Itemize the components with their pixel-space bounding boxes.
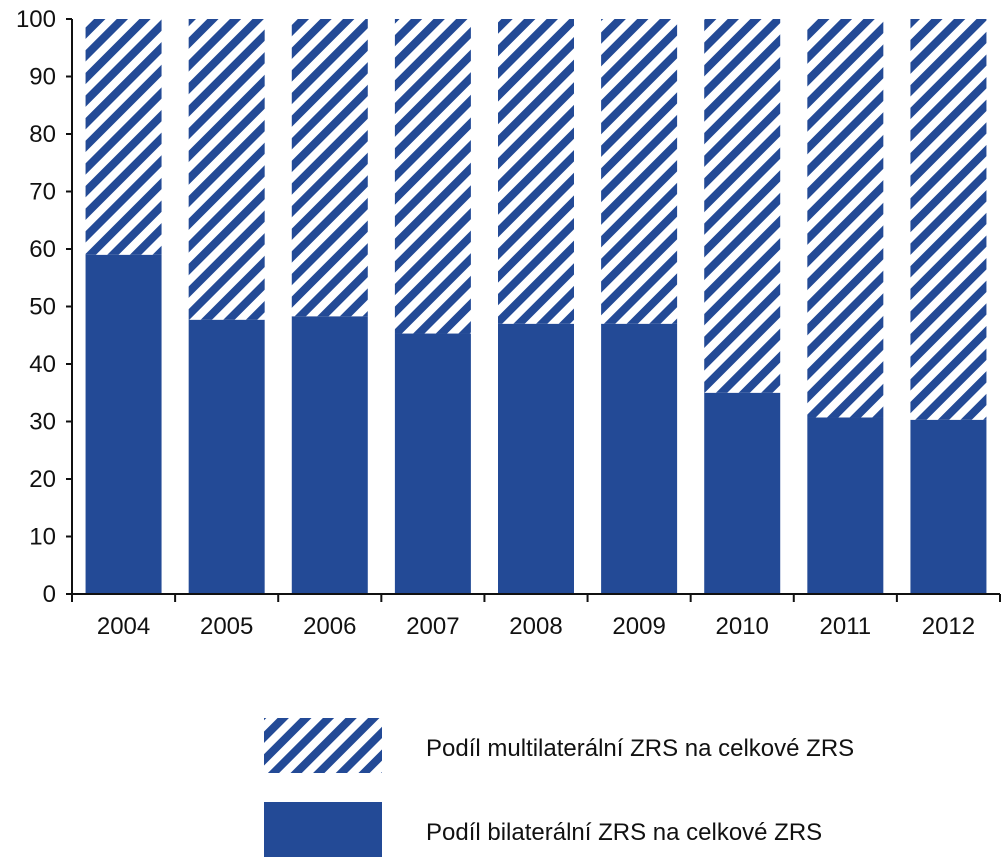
x-tick-label-2007: 2007	[406, 613, 459, 640]
x-tick-label-2009: 2009	[612, 613, 665, 640]
bar-multilateral-2008	[498, 19, 574, 324]
x-tick-label-2004: 2004	[97, 613, 150, 640]
axes: 0 10 20 30 40 50 60 70 80 90 100 2004 2005 2006 2007 20…	[16, 6, 1001, 640]
legend-swatch-multilateral	[264, 718, 382, 773]
x-tick-label-2008: 2008	[509, 613, 562, 640]
bar-bilateral-2006	[291, 316, 368, 594]
x-tick-label-2006: 2006	[303, 613, 356, 640]
legend-swatch-bilateral	[264, 802, 382, 857]
y-tick-label-60: 60	[29, 236, 56, 263]
bar-multilateral-2012	[910, 19, 987, 420]
bar-bilateral-2010	[704, 392, 781, 594]
y-tick-label-0: 0	[43, 581, 56, 608]
legend: Podíl multilaterální ZRS na celkové ZRS …	[264, 718, 854, 857]
bar-bilateral-2008	[498, 323, 574, 594]
bar-bilateral-2009	[601, 323, 678, 594]
y-tick-label-90: 90	[29, 64, 56, 91]
bar-bilateral-2004	[85, 254, 162, 594]
y-tick-label-20: 20	[29, 466, 56, 493]
bar-bilateral-2005	[188, 319, 265, 594]
bar-multilateral-2009	[601, 19, 678, 324]
bar-multilateral-2004	[85, 19, 162, 255]
y-tick-label-80: 80	[29, 121, 56, 148]
plot-area	[85, 19, 987, 594]
bar-multilateral-2005	[188, 19, 265, 320]
y-tick-label-10: 10	[29, 524, 56, 551]
bar-multilateral-2010	[704, 19, 781, 393]
y-tick-label-70: 70	[29, 179, 56, 206]
y-tick-label-50: 50	[29, 294, 56, 321]
bar-bilateral-2007	[394, 333, 471, 594]
bar-multilateral-2007	[394, 19, 471, 334]
y-tick-label-40: 40	[29, 351, 56, 378]
legend-label-multilateral: Podíl multilaterální ZRS na celkové ZRS	[426, 735, 854, 762]
bar-bilateral-2012	[910, 419, 987, 594]
y-tick-label-100: 100	[16, 6, 56, 33]
x-tick-label-2005: 2005	[200, 613, 253, 640]
bar-multilateral-2006	[291, 19, 368, 317]
bar-multilateral-2011	[807, 19, 884, 418]
x-tick-label-2012: 2012	[922, 613, 975, 640]
x-tick-label-2011: 2011	[820, 613, 872, 640]
x-tick-label-2010: 2010	[716, 613, 769, 640]
y-tick-label-30: 30	[29, 409, 56, 436]
bar-bilateral-2011	[807, 417, 884, 594]
legend-label-bilateral: Podíl bilaterální ZRS na celkové ZRS	[426, 819, 822, 846]
